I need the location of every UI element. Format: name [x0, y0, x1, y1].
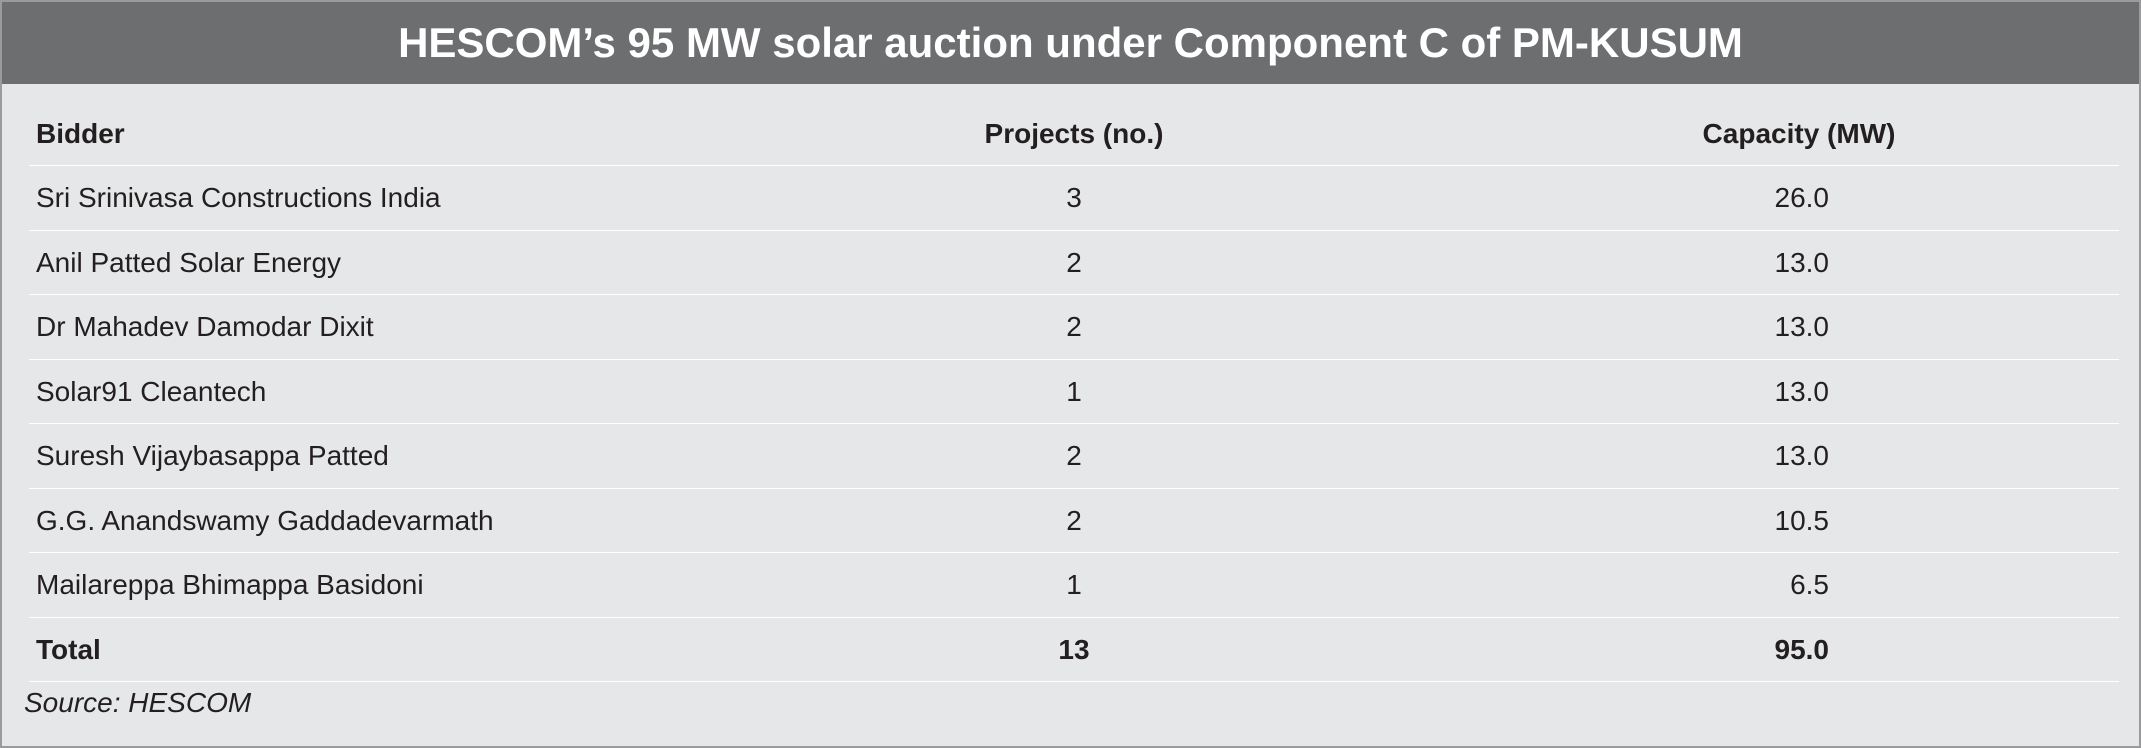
cell: 1 — [1066, 375, 1082, 407]
cell: Suresh Vijaybasappa Patted — [36, 440, 389, 471]
cell: Projects (no.) — [984, 117, 1164, 149]
table-row: Anil Patted Solar Energy 2 13.0 — [29, 231, 2119, 295]
table-row: Solar91 Cleantech 1 13.0 — [29, 360, 2119, 424]
table-row: Dr Mahadev Damodar Dixit 2 13.0 — [29, 296, 2119, 360]
cell: 2 — [1066, 440, 1082, 471]
cell: 13.0 — [1774, 311, 1830, 342]
table-row: Suresh Vijaybasappa Patted 2 13.0 — [29, 425, 2119, 489]
cell: Bidder — [36, 117, 125, 149]
header-row: Bidder Projects (no.) Capacity (MW) — [29, 102, 2119, 166]
cell: Capacity (MW) — [1702, 117, 1896, 149]
cell: 2 — [1066, 246, 1082, 278]
cell: Total — [36, 633, 101, 665]
title: HESCOM’s 95 MW solar auction under Compo… — [2, 2, 2139, 84]
cell: Mailareppa Bhimappa Basidoni — [36, 569, 424, 600]
total-row: Total 13 95.0 — [29, 618, 2119, 682]
cell: Sri Srinivasa Constructions India — [36, 182, 441, 213]
table-row: Sri Srinivasa Constructions India 3 26.0 — [29, 167, 2119, 231]
cell: 13.0 — [1774, 246, 1830, 278]
cell: Solar91 Cleantech — [36, 375, 267, 407]
cell: Anil Patted Solar Energy — [36, 246, 342, 278]
cell: 2 — [1066, 311, 1082, 342]
cell: 26.0 — [1774, 182, 1830, 213]
cell: 13.0 — [1774, 440, 1830, 471]
table-row: Mailareppa Bhimappa Basidoni 1 6.5 — [29, 554, 2119, 618]
cell: 10.5 — [1774, 504, 1830, 536]
cell: G.G. Anandswamy Gaddadevarmath — [36, 504, 494, 536]
cell: Dr Mahadev Damodar Dixit — [36, 311, 374, 342]
table-row: G.G. Anandswamy Gaddadevarmath 2 10.5 — [29, 489, 2119, 553]
cell: 3 — [1066, 182, 1082, 213]
cell: 1 — [1066, 569, 1082, 600]
cell: 95.0 — [1774, 633, 1830, 665]
source-note: Source: HESCOM — [24, 687, 252, 718]
cell: 13.0 — [1774, 375, 1830, 407]
cell: 2 — [1066, 504, 1082, 536]
cell: 6.5 — [1790, 569, 1829, 600]
cell: 13 — [1058, 633, 1090, 665]
